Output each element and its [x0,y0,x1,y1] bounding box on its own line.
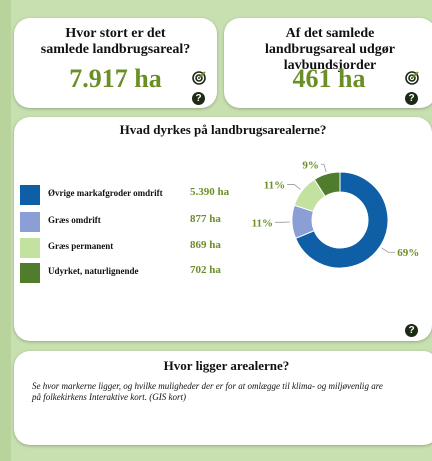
legend-label: Udyrket, naturlignende [48,266,139,276]
kpi-lowland-title: Af det samlede landbrugsareal udgør lavb… [264,26,396,73]
legend-item: Græs omdrift 877 ha [20,212,230,234]
legend-swatch [20,238,40,258]
label-leader-line [287,184,301,190]
kpi-total-title: Hvor stort er det samlede landbrugsareal… [40,26,191,57]
donut-data-label: 11% [252,217,273,229]
kpi-card-total-area: Hvor stort er det samlede landbrugsareal… [14,18,217,108]
location-card: Hvor ligger arealerne? Se hvor markerne … [14,351,432,445]
label-leader-line [381,247,396,253]
crops-card: Hvad dyrkes på landbrugsarealerne? Øvrig… [14,117,432,341]
crops-title: Hvad dyrkes på landbrugsarealerne? [119,122,327,137]
legend-label: Græs omdrift [48,215,101,225]
target-icon[interactable] [192,71,206,85]
legend-value: 5.390 ha [190,186,230,198]
donut-chart: 69% 11% 11% 9% [252,160,419,269]
donut-data-label: 9% [302,160,319,171]
legend-item: Græs permanent 869 ha [20,238,230,260]
donut-slice[interactable] [294,171,389,269]
help-icon[interactable]: ? [192,92,205,105]
legend-swatch [20,185,40,205]
legend-swatch [20,212,40,232]
help-icon[interactable]: ? [405,324,418,337]
legend-label: Øvrige markafgroder omdrift [48,188,163,198]
target-icon[interactable] [405,71,419,85]
donut-data-label: 69% [397,247,419,259]
location-line-2[interactable]: på folkekirkens Interaktive kort. (GIS k… [32,392,186,402]
legend-value: 702 ha [190,264,221,276]
donut-data-label: 11% [264,179,285,191]
legend-item: Øvrige markafgroder omdrift 5.390 ha [20,185,230,207]
legend-value: 877 ha [190,213,221,225]
legend-label: Græs permanent [48,241,114,251]
legend-value: 869 ha [190,239,221,251]
donut-slice[interactable] [313,171,341,198]
label-leader-line [320,163,327,173]
kpi-lowland-value: 461 ha [292,64,366,93]
left-strip [0,0,11,461]
location-description: Se hvor markerne ligger, og hvilke mulig… [32,381,432,403]
location-line-1: Se hvor markerne ligger, og hvilke mulig… [32,381,383,391]
kpi-total-value: 7.917 ha [69,64,162,93]
help-icon[interactable]: ? [405,92,418,105]
legend-swatch [20,263,40,283]
kpi-card-lowland: Af det samlede landbrugsareal udgør lavb… [224,18,432,108]
legend-item: Udyrket, naturlignende 702 ha [20,263,230,285]
location-title: Hvor ligger arealerne? [163,358,290,373]
